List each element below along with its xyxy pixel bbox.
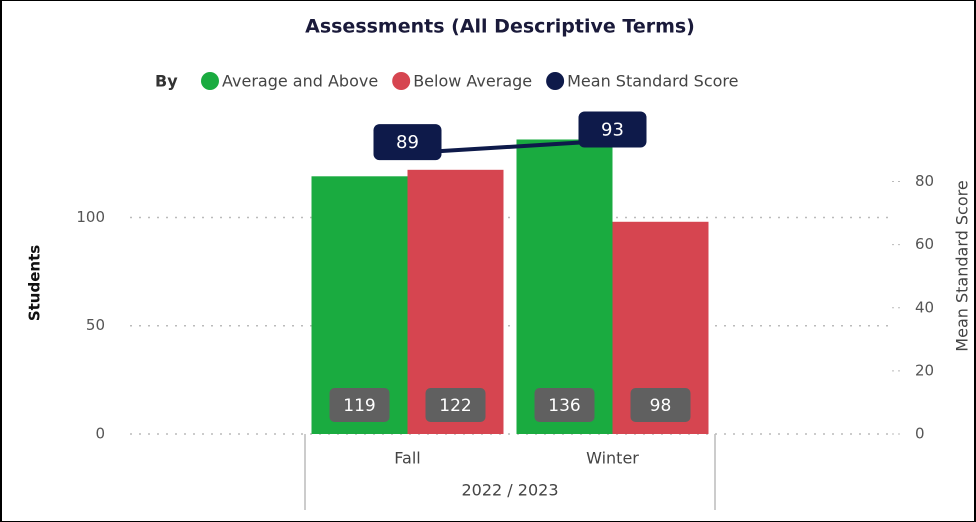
x-tick-label: Fall — [394, 449, 420, 468]
line-label-box — [578, 111, 647, 148]
y2-tick-label: 40 — [915, 298, 934, 316]
line-label: 89 — [396, 132, 419, 153]
value-label-box — [630, 388, 691, 422]
y2-axis-title: Mean Standard Score — [953, 180, 972, 351]
value-label: 119 — [343, 396, 375, 416]
value-label-box — [329, 388, 390, 422]
line-label-box — [373, 124, 442, 161]
line-label: 93 — [601, 120, 624, 141]
y-tick-label: 100 — [76, 208, 105, 226]
value-label-box — [425, 388, 486, 422]
y-axis-title: Students — [26, 245, 44, 321]
value-label: 98 — [650, 396, 672, 416]
legend-label: Mean Standard Score — [567, 72, 738, 91]
y2-tick-label: 20 — [915, 361, 934, 379]
value-label-box — [534, 388, 595, 422]
y2-tick-label: 0 — [915, 425, 925, 443]
y2-tick-label: 80 — [915, 172, 934, 190]
legend-label: Average and Above — [222, 72, 378, 91]
value-label: 136 — [548, 396, 580, 416]
legend-label: Below Average — [413, 72, 532, 91]
line — [407, 138, 613, 156]
legend-swatch — [201, 72, 219, 90]
chart-title: Assessments (All Descriptive Terms) — [305, 16, 695, 38]
group-label: 2022 / 2023 — [462, 481, 559, 500]
legend-swatch — [546, 72, 565, 90]
legend-swatch — [392, 72, 411, 90]
y-tick-label: 0 — [95, 425, 105, 443]
x-tick-label: Winter — [586, 449, 639, 468]
y-tick-label: 50 — [86, 316, 105, 334]
legend-title: By — [155, 72, 178, 91]
value-label: 122 — [439, 396, 471, 416]
y2-tick-label: 60 — [915, 235, 934, 253]
bar — [516, 139, 613, 434]
